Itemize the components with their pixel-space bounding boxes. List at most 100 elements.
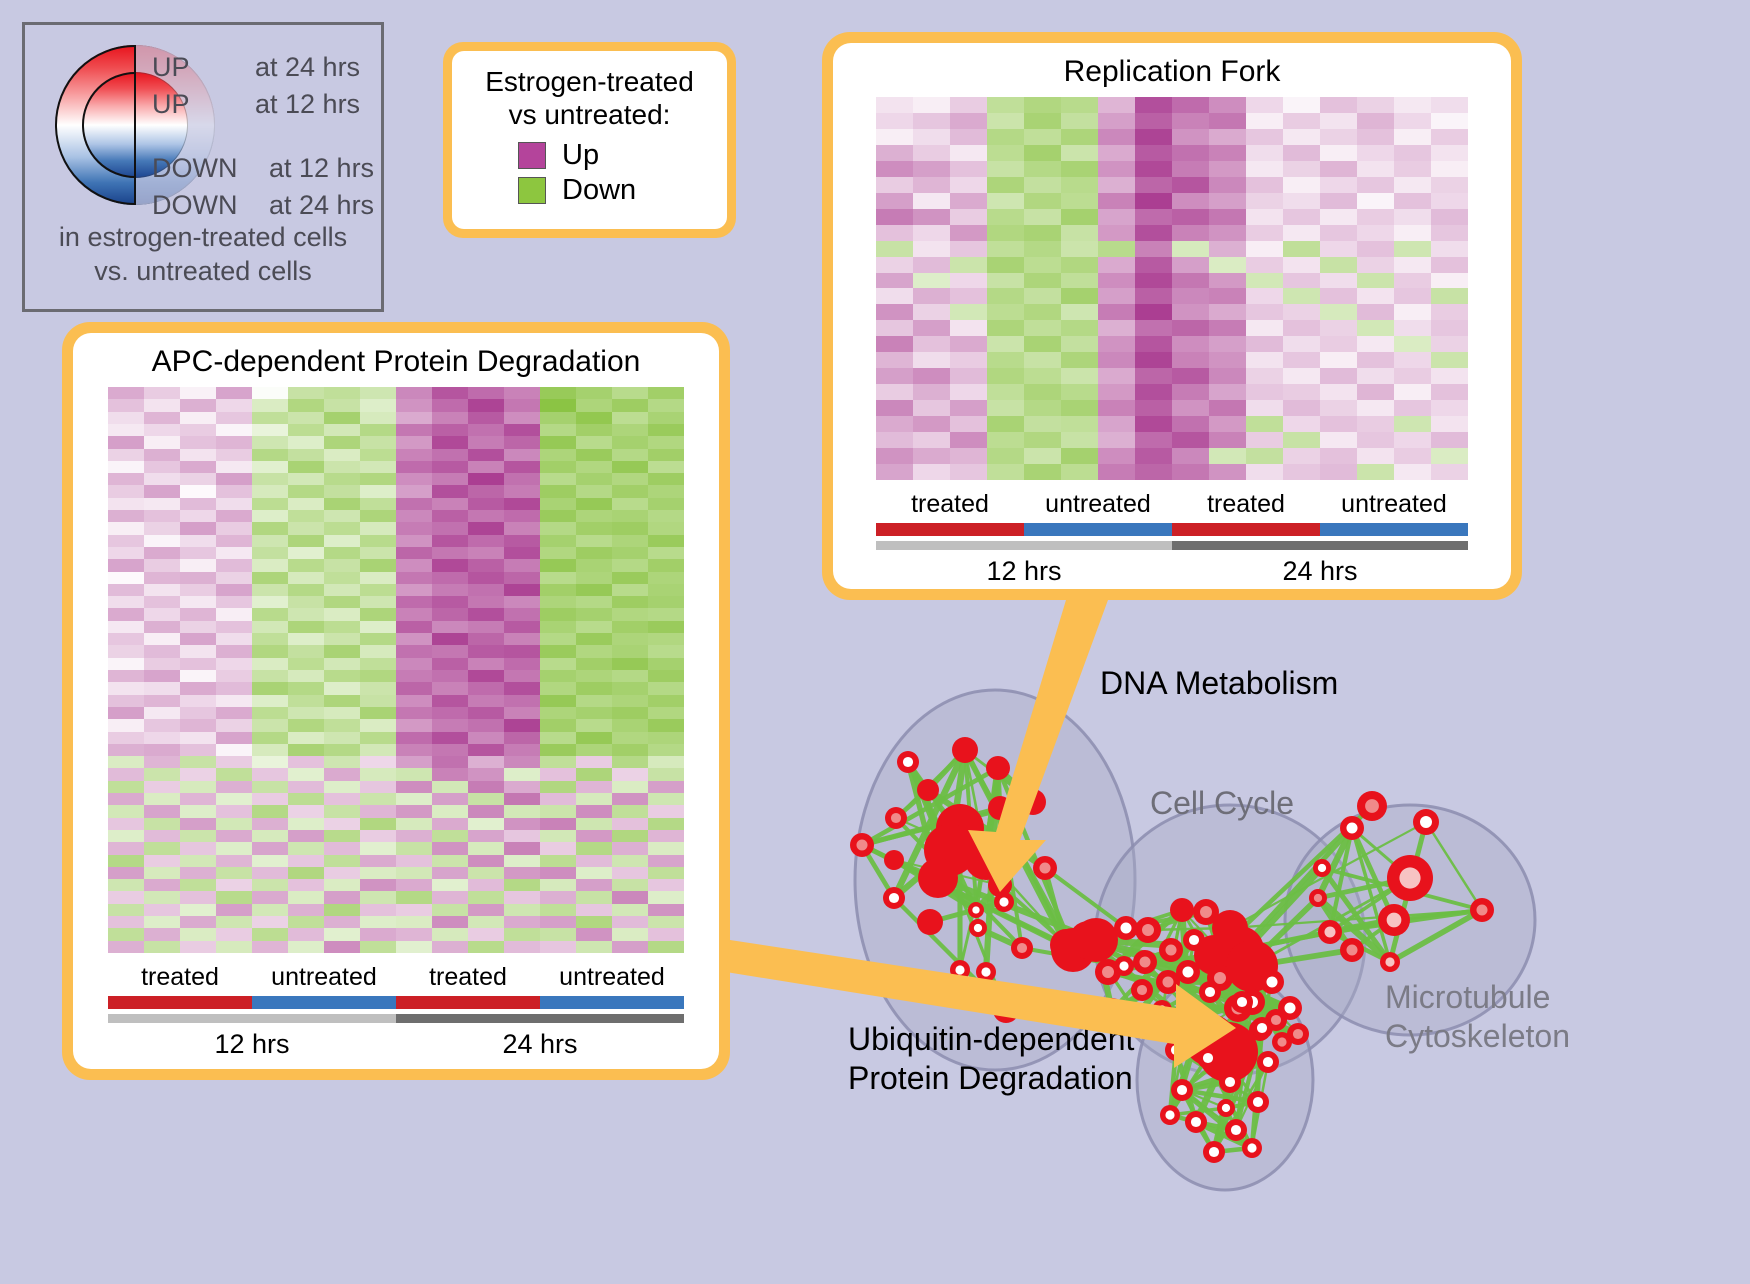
heatmap-cell bbox=[1246, 352, 1283, 369]
heatmap-cell bbox=[504, 608, 540, 621]
heatmap-cell bbox=[360, 682, 396, 695]
heatmap-cell bbox=[180, 916, 216, 929]
heatmap-cell bbox=[180, 879, 216, 892]
heatmap-cell bbox=[913, 224, 950, 241]
heatmap-cell bbox=[252, 940, 288, 953]
heatmap-cell bbox=[1283, 192, 1320, 209]
heatmap-cell bbox=[1394, 448, 1431, 465]
heatmap-cell bbox=[612, 682, 648, 695]
heatmap-cell bbox=[108, 633, 144, 646]
heatmap-cell bbox=[612, 460, 648, 474]
network-node-core bbox=[1200, 906, 1212, 918]
heatmap-cell bbox=[432, 620, 468, 634]
network-node-core bbox=[1346, 822, 1358, 834]
heatmap-cell bbox=[1061, 192, 1098, 209]
heatmap-cell bbox=[1357, 160, 1394, 177]
heatmap-cell bbox=[360, 546, 396, 560]
heatmap-cell bbox=[1431, 272, 1468, 289]
group-label: treated bbox=[911, 490, 989, 518]
heatmap-cell bbox=[1098, 320, 1135, 337]
heatmap-cell bbox=[216, 596, 252, 609]
heatmap-cell bbox=[1209, 368, 1246, 385]
heatmap-cell bbox=[540, 485, 576, 498]
heatmap-cell bbox=[1357, 144, 1394, 161]
heatmap-cell bbox=[1172, 288, 1209, 305]
heatmap-cell bbox=[432, 670, 468, 683]
network-node-core bbox=[1266, 976, 1278, 988]
heatmap-cell bbox=[576, 534, 612, 547]
heatmap-cell bbox=[504, 448, 540, 461]
network-node-core bbox=[1292, 1028, 1304, 1040]
heatmap-cell bbox=[1320, 368, 1357, 385]
heatmap-cell bbox=[876, 336, 913, 353]
heatmap-cell bbox=[324, 633, 360, 646]
heatmap-cell bbox=[288, 645, 324, 658]
network-node-core bbox=[1132, 1009, 1144, 1021]
heatmap-apc-time-bar bbox=[108, 1014, 684, 1023]
group-label: untreated bbox=[559, 963, 665, 991]
heatmap-cell bbox=[252, 411, 288, 424]
heatmap-cell bbox=[108, 657, 144, 670]
heatmap-cell bbox=[288, 682, 324, 695]
heatmap-cell bbox=[648, 559, 684, 572]
heatmap-cell bbox=[576, 719, 612, 732]
heatmap-cell bbox=[1283, 368, 1320, 385]
heatmap-cell bbox=[612, 387, 648, 400]
heatmap-cell bbox=[396, 780, 432, 794]
heatmap-cell bbox=[1246, 97, 1283, 113]
heatmap-cell bbox=[108, 940, 144, 953]
heatmap-cell bbox=[396, 387, 432, 400]
network-node-core bbox=[1202, 1052, 1214, 1064]
heatmap-cell bbox=[108, 473, 144, 486]
heatmap-cell bbox=[950, 464, 987, 480]
network-node-core bbox=[1188, 934, 1200, 946]
heatmap-cell bbox=[1209, 432, 1246, 449]
heatmap-cell bbox=[252, 756, 288, 769]
cluster-label-microtubule-line2: Cytoskeleton bbox=[1385, 1018, 1570, 1055]
heatmap-cell bbox=[576, 657, 612, 670]
heatmap-cell bbox=[432, 756, 468, 769]
heatmap-cell bbox=[504, 756, 540, 769]
heatmap-cell bbox=[612, 534, 648, 547]
heatmap-cell bbox=[432, 399, 468, 412]
heatmap-cell bbox=[612, 891, 648, 904]
heatmap-cell bbox=[987, 320, 1024, 337]
heatmap-cell bbox=[324, 817, 360, 830]
heatmap-cell bbox=[987, 160, 1024, 177]
heatmap-cell bbox=[1394, 97, 1431, 113]
heatmap-cell bbox=[1024, 336, 1061, 353]
heatmap-cell bbox=[576, 842, 612, 855]
network-node-core bbox=[999, 897, 1009, 907]
heatmap-cell bbox=[950, 240, 987, 257]
heatmap-cell bbox=[950, 256, 987, 273]
heatmap-cell bbox=[540, 448, 576, 461]
heatmap-cell bbox=[1320, 336, 1357, 353]
heatmap-cell bbox=[504, 485, 540, 498]
heatmap-cell bbox=[144, 793, 180, 806]
heatmap-cell bbox=[612, 485, 648, 498]
network-node bbox=[952, 737, 978, 763]
heatmap-cell bbox=[504, 546, 540, 560]
heatmap-cell bbox=[1172, 128, 1209, 145]
heatmap-cell bbox=[396, 522, 432, 535]
heatmap-cell bbox=[913, 272, 950, 289]
heatmap-cell bbox=[540, 473, 576, 486]
time-bar-segment bbox=[108, 1014, 396, 1023]
heatmap-cell bbox=[648, 485, 684, 498]
heatmap-cell bbox=[648, 448, 684, 461]
heatmap-cell bbox=[1172, 208, 1209, 225]
heatmap-cell bbox=[1098, 97, 1135, 113]
heatmap-cell bbox=[468, 596, 504, 609]
heatmap-cell bbox=[180, 583, 216, 597]
heatmap-cell bbox=[612, 768, 648, 781]
heatmap-cell bbox=[396, 743, 432, 757]
heatmap-cell bbox=[1061, 400, 1098, 417]
heatmap-cell bbox=[1135, 256, 1172, 273]
heatmap-cell bbox=[540, 793, 576, 806]
heatmap-cell bbox=[252, 866, 288, 880]
heatmap-cell bbox=[108, 879, 144, 892]
treatment-bar-segment bbox=[1172, 523, 1320, 536]
heatmap-cell bbox=[612, 657, 648, 670]
heatmap-cell bbox=[1320, 256, 1357, 273]
heatmap-cell bbox=[950, 192, 987, 209]
